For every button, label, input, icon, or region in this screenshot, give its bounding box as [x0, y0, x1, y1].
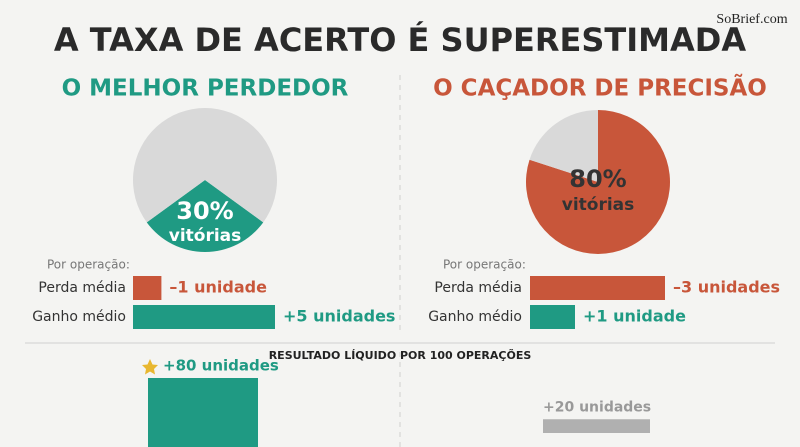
category-label: Ganho médio	[428, 309, 522, 325]
pie-slice	[146, 180, 264, 252]
value-label: +80 unidades	[163, 357, 279, 375]
value-label: +5 unidades	[283, 307, 395, 326]
category-label: Perda média	[434, 280, 522, 296]
value-label: +1 unidade	[583, 307, 686, 326]
pie-slice	[526, 110, 671, 255]
subtitle: Por operação:	[443, 258, 526, 272]
chart-title: O MELHOR PERDEDOR	[62, 76, 349, 102]
slice-label: vitórias	[562, 195, 635, 215]
slice-label: vitórias	[169, 226, 242, 246]
slice-value-label: 30%	[176, 197, 233, 225]
bar	[148, 378, 258, 447]
main-title: A TAXA DE ACERTO É SUPERESTIMADA	[54, 21, 746, 59]
subtitle: Por operação:	[47, 258, 130, 272]
watermark: SoBrief.com	[716, 12, 787, 27]
category-label: Perda média	[38, 280, 126, 296]
bar	[543, 419, 650, 433]
bar	[530, 276, 665, 300]
value-label: +20 unidades	[543, 399, 651, 415]
slice-value-label: 80%	[569, 165, 626, 193]
pie-slice	[529, 110, 598, 182]
chart-title: O CAÇADOR DE PRECISÃO	[433, 74, 767, 102]
category-label: Ganho médio	[32, 309, 126, 325]
value-label: –3 unidades	[673, 278, 780, 297]
bar	[133, 305, 275, 329]
chart-title: RESULTADO LÍQUIDO POR 100 OPERAÇÕES	[269, 349, 532, 362]
pie-slice	[133, 108, 277, 223]
value-label: –1 unidade	[169, 278, 267, 297]
star-icon	[142, 359, 158, 375]
bar	[530, 305, 575, 329]
bar	[133, 276, 162, 300]
